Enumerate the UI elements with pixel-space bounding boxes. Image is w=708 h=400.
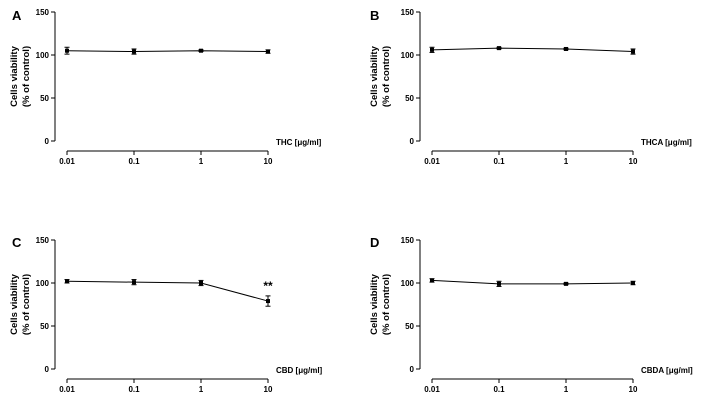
panel-a-data-point-3 <box>266 49 270 54</box>
panel-b-xtick-label-0: 0.01 <box>424 157 440 166</box>
panel-b-data-point-3 <box>631 49 635 54</box>
panel-c-ytick-label-150: 150 <box>36 236 50 245</box>
panel-a-xtick-label-0: 0.01 <box>59 157 75 166</box>
panel-c-ytick-label-50: 50 <box>40 322 49 331</box>
panel-a-label: A <box>12 8 22 23</box>
panel-b-xtick-label-3: 10 <box>629 157 638 166</box>
panel-a-xtick-label-2: 1 <box>199 157 204 166</box>
panel-b-x-axis-title: THCA [μg/ml] <box>641 138 692 147</box>
panel-d-xtick-label-1: 0.1 <box>493 385 505 394</box>
panel-a-xtick-label-3: 10 <box>264 157 273 166</box>
panel-d-ylabel-line2: (% of control) <box>381 274 392 335</box>
panel-b-data-point-2 <box>564 46 568 51</box>
panel-d-label: D <box>370 235 379 250</box>
panel-c-data-point-2 <box>199 281 203 285</box>
panel-a-ylabel-line1: Cells viability <box>9 45 20 106</box>
panel-c-ylabel-line2: (% of control) <box>21 274 32 335</box>
panel-d-ytick-label-100: 100 <box>401 279 415 288</box>
panel-d-series-line <box>431 279 634 285</box>
panel-c-xtick-label-0: 0.01 <box>59 385 75 394</box>
panel-d: D Cells viability (% of control) 0 50 100 150 0… <box>369 235 693 394</box>
panel-c-xtick-label-3: 10 <box>264 385 273 394</box>
panel-a-x-axis-title: THC [μg/ml] <box>276 138 322 147</box>
panel-d-ytick-label-0: 0 <box>410 365 415 374</box>
panel-d-ylabel-line1: Cells viability <box>369 273 380 334</box>
panel-c-x-axis-title: CBD [μg/ml] <box>276 366 323 375</box>
panel-a-data-point-0 <box>65 48 69 53</box>
panel-a-ytick-label-150: 150 <box>36 8 50 17</box>
panel-c-y-axis-title: Cells viability (% of control) <box>9 273 32 335</box>
panel-b-ylabel-line2: (% of control) <box>381 46 392 107</box>
panel-c-data-point-0 <box>65 279 69 284</box>
panel-a-ytick-label-50: 50 <box>40 94 49 103</box>
panel-c-ylabel-line1: Cells viability <box>9 273 20 334</box>
panel-a: A Cells viability (% of control) 0 50 100 150 0… <box>9 8 322 166</box>
panel-b-ytick-label-50: 50 <box>405 94 414 103</box>
panel-c-series-line <box>66 280 269 302</box>
panel-b-y-axis-title: Cells viability (% of control) <box>369 45 392 107</box>
panel-b-series-line <box>431 47 634 53</box>
panel-c-label: C <box>12 235 22 250</box>
panel-d-ytick-label-150: 150 <box>401 236 415 245</box>
panel-c-ytick-label-100: 100 <box>36 279 50 288</box>
panel-c-data-point-3 <box>266 299 270 304</box>
panel-b-ytick-label-100: 100 <box>401 51 415 60</box>
panel-b-xtick-label-2: 1 <box>564 157 569 166</box>
panel-d-data-point-0 <box>430 278 434 283</box>
panel-d-data-point-2 <box>564 281 568 286</box>
panel-c-xtick-label-2: 1 <box>199 385 204 394</box>
panel-d-data-point-3 <box>631 281 635 285</box>
panel-c-data-point-1 <box>132 280 136 285</box>
panel-a-ylabel-line2: (% of control) <box>21 46 32 107</box>
panel-b-ylabel-line1: Cells viability <box>369 45 380 106</box>
panel-d-xtick-label-3: 10 <box>629 385 638 394</box>
panel-b: B Cells viability (% of control) 0 50 100 150 0… <box>369 8 692 166</box>
panel-a-ytick-label-0: 0 <box>45 137 50 146</box>
panel-a-series-line <box>66 50 269 53</box>
panel-d-x-axis-title: CBDA [μg/ml] <box>641 366 693 375</box>
panel-a-y-axis-title: Cells viability (% of control) <box>9 45 32 107</box>
panel-b-ytick-label-150: 150 <box>401 8 415 17</box>
panel-a-ytick-label-100: 100 <box>36 51 50 60</box>
panel-b-data-point-1 <box>497 46 501 51</box>
panel-d-xtick-label-2: 1 <box>564 385 569 394</box>
panel-b-xtick-label-1: 0.1 <box>493 157 505 166</box>
panel-b-ytick-label-0: 0 <box>410 137 415 146</box>
panel-a-xtick-label-1: 0.1 <box>128 157 140 166</box>
panel-c: C Cells viability (% of control) 0 50 100 150 0… <box>9 235 323 394</box>
panel-a-data-point-1 <box>132 49 136 54</box>
panel-d-ytick-label-50: 50 <box>405 322 414 331</box>
panel-c-significance-marker-0: ** <box>263 279 273 293</box>
panel-b-label: B <box>370 8 379 23</box>
panel-c-ytick-label-0: 0 <box>45 365 50 374</box>
panel-b-data-point-0 <box>430 47 434 52</box>
panel-d-xtick-label-0: 0.01 <box>424 385 440 394</box>
panel-d-y-axis-title: Cells viability (% of control) <box>369 273 392 335</box>
panel-a-data-point-2 <box>199 48 203 53</box>
panel-c-xtick-label-1: 0.1 <box>128 385 140 394</box>
panel-d-data-point-1 <box>497 281 501 286</box>
